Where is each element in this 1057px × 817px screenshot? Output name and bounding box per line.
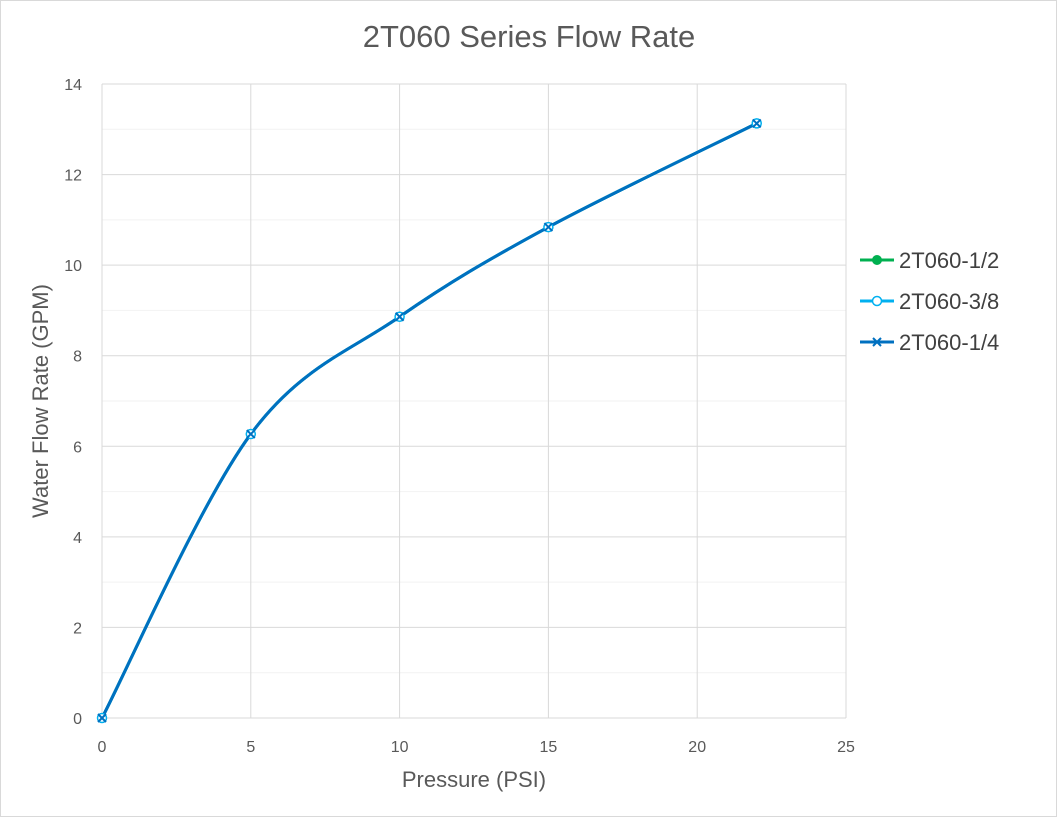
data-point-3 xyxy=(752,118,762,129)
series-lines xyxy=(96,118,762,724)
data-point-3-stroke xyxy=(97,713,107,723)
x-tick-label: 5 xyxy=(246,739,255,756)
legend-item: 2T060-1/2 xyxy=(860,248,999,273)
series-line-1 xyxy=(100,121,759,720)
x-axis-title: Pressure (PSI) xyxy=(402,767,546,792)
legend-label: 2T060-1/4 xyxy=(899,330,999,355)
tick-labels: 0 5 10 15 20 25 0 2 4 6 8 10 12 14 xyxy=(64,77,855,756)
y-tick-label: 6 xyxy=(73,439,82,456)
x-tick-label: 0 xyxy=(98,739,107,756)
data-point-3-stroke xyxy=(752,118,762,129)
data-point-3 xyxy=(97,713,107,723)
legend-label: 2T060-1/2 xyxy=(899,248,999,273)
series-line-3 xyxy=(100,121,759,720)
data-point-3-stroke xyxy=(394,312,405,322)
legend-marker xyxy=(872,337,882,347)
chart-title: 2T060 Series Flow Rate xyxy=(363,19,696,54)
data-point-3 xyxy=(543,222,554,232)
x-tick-label: 20 xyxy=(688,739,706,756)
legend-item: 2T060-1/4 xyxy=(860,330,999,355)
y-tick-label: 4 xyxy=(73,530,82,547)
data-point-3 xyxy=(246,429,256,439)
y-tick-label: 10 xyxy=(64,258,82,275)
data-point-3 xyxy=(394,312,405,322)
data-point-3-stroke xyxy=(246,429,256,439)
legend: 2T060-1/2 2T060-3/8 2T060-1/4 xyxy=(860,248,999,355)
y-tick-label: 0 xyxy=(73,711,82,728)
y-axis-title: Water Flow Rate (GPM) xyxy=(28,284,53,518)
legend-marker-stroke xyxy=(872,337,882,347)
data-point-3-stroke xyxy=(543,222,554,232)
legend-item: 2T060-3/8 xyxy=(860,289,999,314)
x-tick-label: 10 xyxy=(391,739,409,756)
legend-marker xyxy=(872,255,882,265)
y-tick-label: 8 xyxy=(73,349,82,366)
x-tick-label: 15 xyxy=(540,739,558,756)
y-tick-label: 12 xyxy=(64,168,82,185)
legend-marker xyxy=(871,295,883,307)
y-tick-label: 2 xyxy=(73,620,82,637)
legend-label: 2T060-3/8 xyxy=(899,289,999,314)
x-tick-label: 25 xyxy=(837,739,855,756)
gridlines xyxy=(101,83,847,719)
y-tick-label: 14 xyxy=(64,77,82,94)
series-line-2 xyxy=(100,121,759,720)
